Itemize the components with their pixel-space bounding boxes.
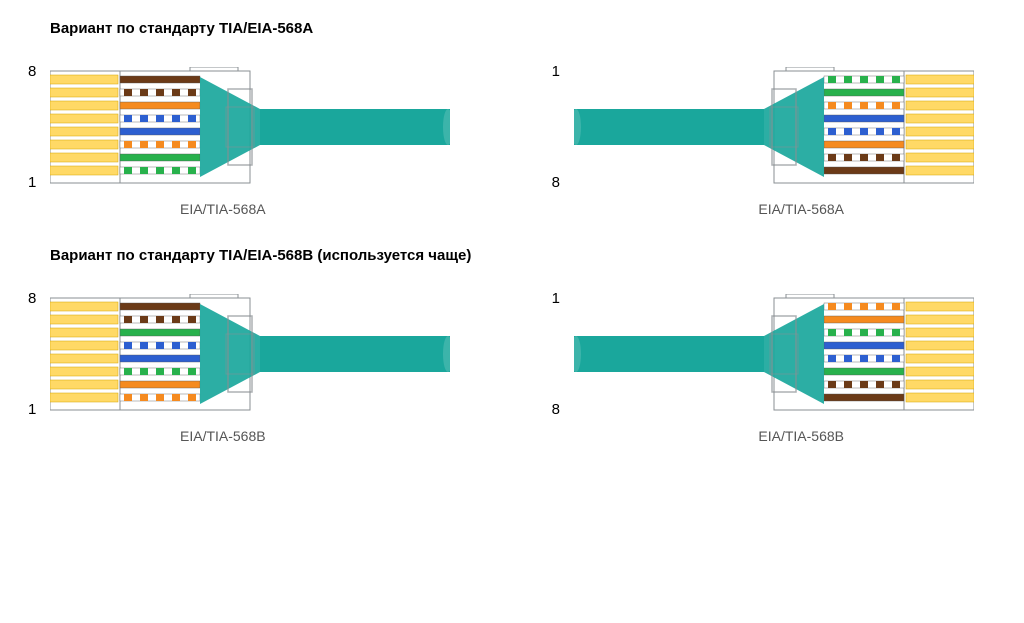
sublabel-a-left: EIA/TIA-568A <box>180 201 266 217</box>
row-568b: 8 1 1 8 <box>50 294 974 414</box>
title-568b: Вариант по стандарту TIA/EIA-568B (испол… <box>50 247 974 264</box>
sublabel-b-left: EIA/TIA-568B <box>180 428 266 444</box>
plug-left-b: 8 1 <box>50 294 450 414</box>
pin-label-1: 1 <box>552 63 560 80</box>
connector-svg-right-b <box>574 294 974 414</box>
connector-svg-right-a <box>574 67 974 187</box>
title-568a: Вариант по стандарту TIA/EIA-568A <box>50 20 974 37</box>
pin-label-8: 8 <box>552 174 560 191</box>
plug-right-b: 1 8 <box>574 294 974 414</box>
sublabel-b-right: EIA/TIA-568B <box>758 428 844 444</box>
pin-label-8: 8 <box>28 290 36 307</box>
connector-svg-left-a <box>50 67 450 187</box>
connector-svg-left-b <box>50 294 450 414</box>
pin-label-1: 1 <box>28 401 36 418</box>
pin-label-1: 1 <box>28 174 36 191</box>
plug-left-a: 8 1 <box>50 67 450 187</box>
plug-right-a: 1 8 <box>574 67 974 187</box>
pin-label-8: 8 <box>28 63 36 80</box>
sublabel-a-right: EIA/TIA-568A <box>758 201 844 217</box>
pin-label-1: 1 <box>552 290 560 307</box>
row-568a: 8 1 1 8 <box>50 67 974 187</box>
pin-label-8: 8 <box>552 401 560 418</box>
